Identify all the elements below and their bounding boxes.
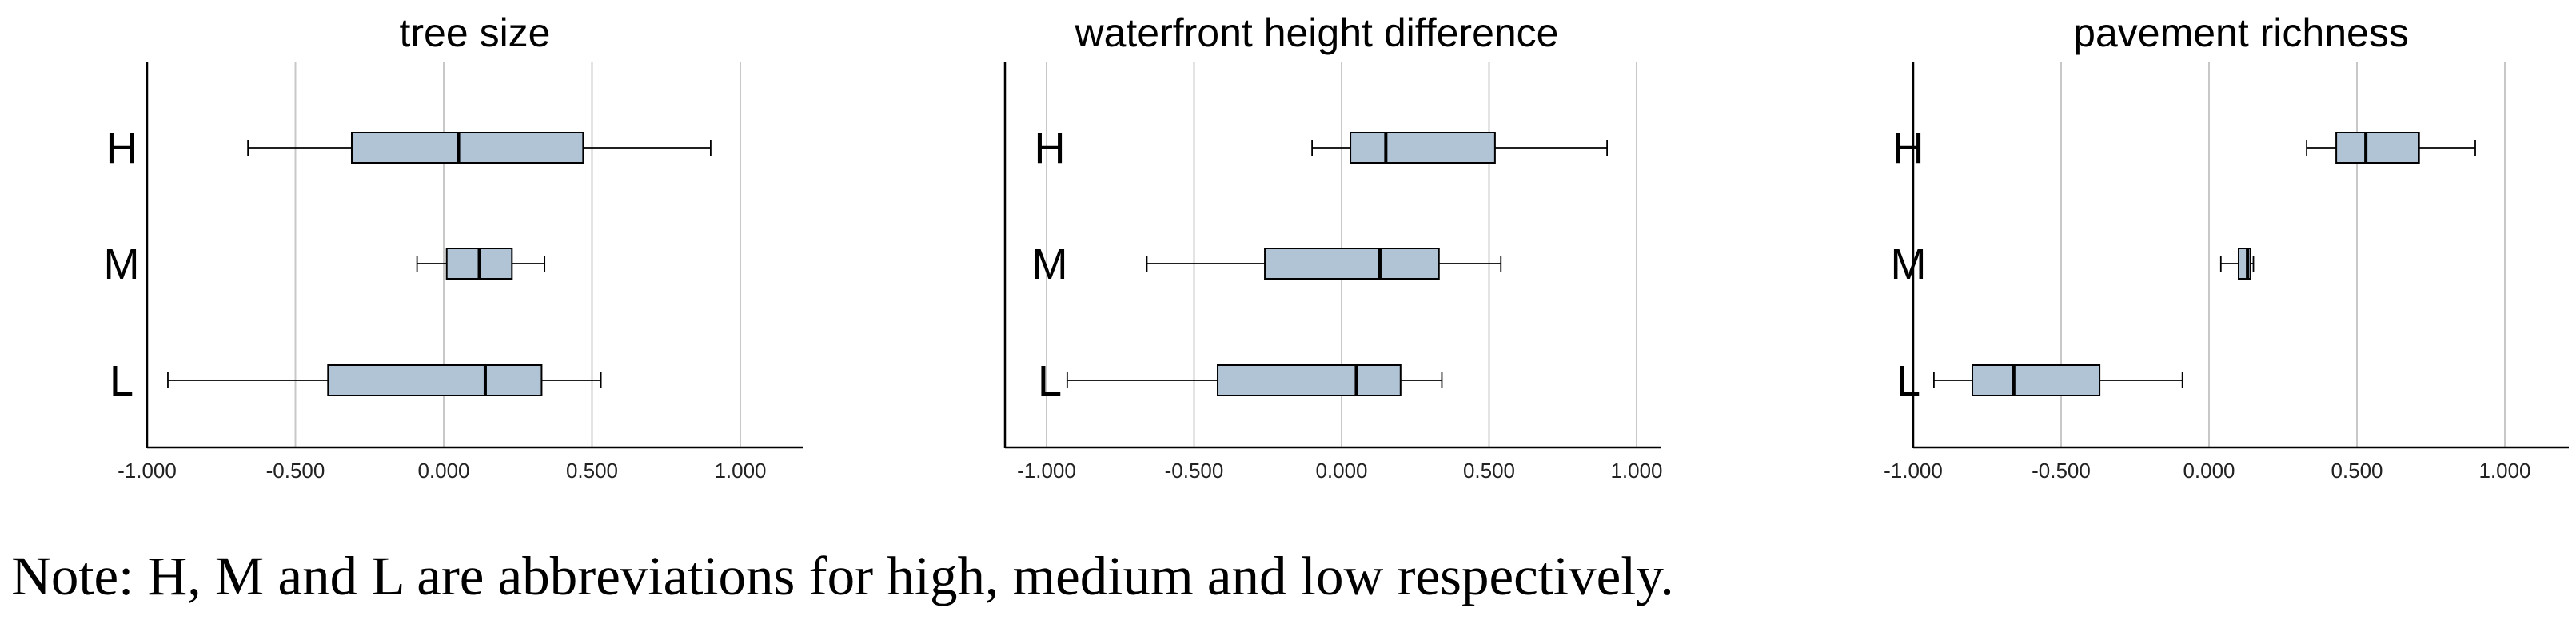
iqr-box xyxy=(327,364,543,396)
chart-panel-1: -1.000 -0.500 0.000 0.500 1.000 tree size H M L xyxy=(104,10,803,483)
x-tick-label: 1.000 xyxy=(1610,459,1662,483)
category-label-M: M xyxy=(104,240,140,288)
box-H xyxy=(2306,132,2476,164)
box-H xyxy=(1311,132,1608,164)
x-tick-label: -0.500 xyxy=(2032,459,2091,483)
box-M xyxy=(1146,248,1502,280)
box-M xyxy=(416,248,546,280)
x-tick-label: 0.000 xyxy=(417,459,469,483)
iqr-box xyxy=(1350,132,1496,164)
x-tick-label: -1.000 xyxy=(1884,459,1943,483)
category-label-H: H xyxy=(1035,125,1066,173)
iqr-box xyxy=(350,132,584,164)
x-tick-label: 0.500 xyxy=(1463,459,1515,483)
x-tick-label: 0.500 xyxy=(2331,459,2383,483)
box-L xyxy=(1066,364,1443,396)
figure-note: Note: H, M and L are abbreviations for h… xyxy=(11,546,1674,606)
x-tick-label: 1.000 xyxy=(2478,459,2530,483)
box-L xyxy=(1932,364,2183,396)
iqr-box xyxy=(2335,132,2420,164)
chart-panel-2: -1.000 -0.500 0.000 0.500 1.000 waterfront he… xyxy=(1003,10,1663,483)
iqr-box xyxy=(1264,248,1440,280)
panel-title: waterfront height difference xyxy=(1074,10,1558,55)
x-tick-label: -1.000 xyxy=(1017,459,1076,483)
panel-title: pavement richness xyxy=(2073,10,2409,55)
category-label-M: M xyxy=(1032,240,1068,288)
x-tick-label: 0.000 xyxy=(1315,459,1367,483)
x-tick-label: 0.000 xyxy=(2183,459,2235,483)
panel-title: tree size xyxy=(400,10,551,55)
category-label-H: H xyxy=(106,125,138,173)
category-label-L: L xyxy=(1038,357,1062,405)
x-tick-label: 0.500 xyxy=(566,459,618,483)
iqr-box xyxy=(1972,364,2101,396)
x-tick-label: 1.000 xyxy=(714,459,766,483)
box-M xyxy=(2219,248,2255,280)
box-H xyxy=(247,132,712,164)
iqr-box xyxy=(1217,364,1402,396)
box-L xyxy=(167,364,602,396)
category-label-M: M xyxy=(1891,240,1927,288)
category-label-L: L xyxy=(110,357,134,405)
category-label-L: L xyxy=(1896,357,1920,405)
category-label-H: H xyxy=(1893,125,1924,173)
x-tick-label: -0.500 xyxy=(1165,459,1224,483)
x-tick-label: -1.000 xyxy=(118,459,177,483)
chart-panel-3: -1.000 -0.500 0.000 0.500 1.000 pavement rich… xyxy=(1884,10,2569,483)
x-tick-label: -0.500 xyxy=(266,459,325,483)
